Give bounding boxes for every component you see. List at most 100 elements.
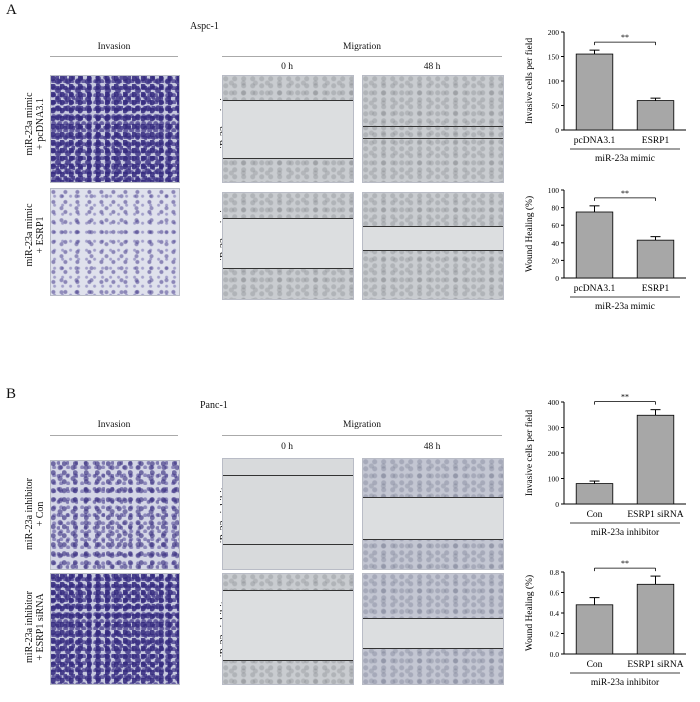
row-label-line: miR-23a mimic bbox=[24, 92, 35, 156]
x-category-label: pcDNA3.1 bbox=[574, 136, 616, 146]
y-axis-label: Wound Healing (%) bbox=[524, 196, 535, 272]
invasion-image bbox=[50, 188, 180, 296]
header-underline bbox=[222, 56, 502, 57]
migration-image bbox=[222, 573, 354, 685]
wound-healing-bar-chart-a: 0 20 40 60 80 100 Wound Healing (%) pcDNA3.1 ESR… bbox=[524, 186, 686, 312]
cell-line-title: Aspc-1 bbox=[190, 21, 219, 32]
migration-image bbox=[362, 75, 504, 183]
row-label-line: + Con bbox=[35, 501, 46, 527]
wound-gap bbox=[223, 590, 353, 660]
wound-gap bbox=[363, 497, 503, 539]
y-axis-label: Invasive cells per field bbox=[524, 410, 535, 497]
wound-edge-line bbox=[363, 648, 503, 649]
panel-letter: A bbox=[6, 2, 17, 18]
wound-edge-line bbox=[223, 660, 353, 661]
header-underline bbox=[222, 435, 502, 436]
x-axis-label: miR-23a mimic bbox=[595, 302, 655, 312]
significance-label: ** bbox=[621, 189, 629, 198]
y-tick-label: 50 bbox=[552, 102, 560, 111]
bar bbox=[575, 53, 614, 131]
y-tick-label: 200 bbox=[548, 449, 560, 458]
wound-edge-line bbox=[363, 250, 503, 251]
wound-edge-line bbox=[363, 226, 503, 227]
x-category-label: ESRP1 siRNA bbox=[627, 510, 683, 520]
row-label-line: miR-23a inhibitor bbox=[24, 478, 35, 550]
wound-edge-line bbox=[223, 590, 353, 591]
y-tick-label: 0 bbox=[555, 126, 559, 135]
invasion-bar-chart-b: 0 100 200 300 400 Invasive cells per field Con… bbox=[524, 393, 686, 538]
row-label-line: + pcDNA3.1 bbox=[35, 98, 46, 150]
wound-edge-line bbox=[223, 218, 353, 219]
migration-image bbox=[362, 573, 504, 685]
row-label-line: miR-23a inhibitor bbox=[24, 591, 35, 663]
time-label-0h: 0 h bbox=[281, 62, 293, 72]
y-tick-label: 150 bbox=[548, 53, 560, 62]
time-label-48h: 48 h bbox=[423, 62, 441, 72]
row-label-line: + ESRP1 siRNA bbox=[35, 593, 46, 661]
invasion-header: Invasion bbox=[97, 42, 131, 52]
bar bbox=[636, 414, 675, 505]
row-label: miR-23a mimic + pcDNA3.1 bbox=[24, 64, 48, 184]
wound-edge-line bbox=[223, 100, 353, 101]
y-tick-label: 40 bbox=[552, 239, 560, 248]
wound-healing-bar-chart-b: 0.0 0.2 0.4 0.6 0.8 Wound Healing (%) Con ESRP1… bbox=[524, 560, 686, 688]
invasion-image bbox=[50, 75, 180, 183]
wound-edge-line bbox=[363, 618, 503, 619]
cell-line-title: Panc-1 bbox=[200, 400, 228, 411]
migration-image bbox=[222, 458, 354, 570]
bar bbox=[636, 239, 675, 279]
y-tick-label: 0.4 bbox=[550, 609, 560, 618]
y-axis-label: Invasive cells per field bbox=[524, 38, 535, 125]
wound-gap bbox=[363, 226, 503, 250]
wound-edge-line bbox=[363, 138, 503, 139]
row-label-line: miR-23a mimic bbox=[24, 203, 35, 267]
y-tick-label: 0.6 bbox=[550, 589, 560, 598]
header-underline bbox=[50, 56, 178, 57]
migration-header: Migration bbox=[343, 420, 381, 430]
row-label: miR-23a mimic + ESRP1 bbox=[24, 175, 48, 295]
y-tick-label: 300 bbox=[548, 424, 560, 433]
y-tick-label: 80 bbox=[552, 204, 560, 213]
y-tick-label: 0.8 bbox=[550, 568, 560, 577]
bar bbox=[575, 211, 614, 279]
wound-gap bbox=[363, 618, 503, 648]
y-tick-label: 100 bbox=[548, 186, 560, 195]
significance-label: ** bbox=[621, 33, 629, 42]
header-underline bbox=[50, 435, 178, 436]
x-category-label: ESRP1 bbox=[642, 136, 670, 146]
x-category-label: Con bbox=[587, 510, 603, 520]
migration-image bbox=[362, 458, 504, 570]
significance-label: ** bbox=[621, 393, 629, 402]
y-tick-label: 20 bbox=[552, 256, 560, 265]
invasion-image bbox=[50, 460, 180, 570]
wound-edge-line bbox=[223, 475, 353, 476]
wound-edge-line bbox=[363, 126, 503, 127]
row-label: miR-23a inhibitor + ESRP1 siRNA bbox=[24, 567, 48, 687]
bar bbox=[575, 483, 614, 505]
bar bbox=[636, 100, 675, 131]
bar bbox=[575, 604, 614, 655]
x-axis-label: miR-23a inhibitor bbox=[591, 528, 660, 538]
y-tick-label: 60 bbox=[552, 221, 560, 230]
time-label-0h: 0 h bbox=[281, 442, 293, 452]
wound-edge-line bbox=[223, 544, 353, 545]
y-tick-label: 100 bbox=[548, 77, 560, 86]
x-category-label: ESRP1 bbox=[642, 284, 670, 294]
significance-label: ** bbox=[621, 560, 629, 568]
wound-edge-line bbox=[223, 268, 353, 269]
y-tick-label: 0 bbox=[555, 274, 559, 283]
migration-image bbox=[222, 192, 354, 300]
migration-header: Migration bbox=[343, 42, 381, 52]
wound-edge-line bbox=[223, 158, 353, 159]
invasion-header: Invasion bbox=[97, 420, 131, 430]
invasion-image bbox=[50, 573, 180, 685]
x-category-label: ESRP1 siRNA bbox=[627, 660, 683, 670]
bar bbox=[636, 583, 675, 655]
migration-image bbox=[362, 192, 504, 300]
y-tick-label: 200 bbox=[548, 28, 560, 37]
y-tick-label: 0 bbox=[555, 500, 559, 509]
row-label-line: + ESRP1 bbox=[35, 216, 46, 254]
time-label-48h: 48 h bbox=[423, 442, 441, 452]
row-label: miR-23a inhibitor + Con bbox=[24, 454, 48, 574]
migration-image bbox=[222, 75, 354, 183]
